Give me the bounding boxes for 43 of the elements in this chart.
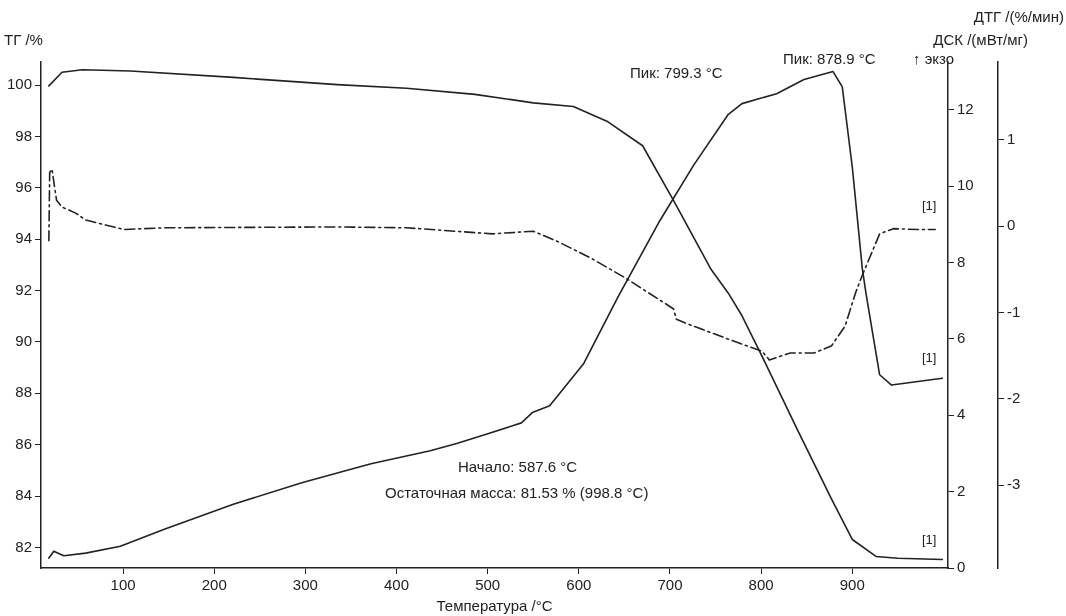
- x-tick-label: 400: [384, 576, 410, 594]
- x-tick-label: 200: [201, 576, 227, 594]
- y2-tick-label: 12: [957, 99, 974, 117]
- y3-tick-label: -1: [1007, 302, 1021, 320]
- y2-tick-label: 0: [957, 558, 966, 576]
- y3-axis-title: ДТГ /(%/мин): [973, 8, 1064, 25]
- annotation: [1]: [922, 198, 937, 213]
- y2-axis-title: ДСК /(мВт/мг): [933, 31, 1028, 48]
- annotation: Остаточная масса: 81.53 % (998.8 °C): [385, 484, 649, 501]
- y2-tick-label: 4: [957, 405, 966, 423]
- y2-tick-label: 2: [957, 481, 966, 499]
- x-tick-label: 100: [110, 576, 136, 594]
- x-tick-label: 600: [566, 576, 592, 594]
- x-axis-title: Температура /°C: [436, 597, 553, 615]
- annotation: Начало: 587.6 °C: [458, 458, 578, 475]
- y3-tick-label: -2: [1007, 388, 1021, 406]
- y-tick-label: 100: [7, 75, 33, 93]
- y-axis-title: ТГ /%: [4, 31, 43, 48]
- y-tick-label: 88: [15, 383, 33, 401]
- y-tick-label: 98: [15, 126, 33, 144]
- y-tick-label: 90: [15, 332, 33, 350]
- y2-tick-label: 10: [957, 176, 974, 194]
- y-tick-label: 94: [15, 229, 33, 247]
- annotation: [1]: [922, 350, 937, 365]
- annotation: Пик: 799.3 °C: [630, 64, 723, 81]
- y-tick-label: 96: [15, 178, 33, 195]
- y-tick-label: 82: [15, 537, 33, 555]
- x-tick-label: 800: [748, 576, 774, 594]
- y2-tick-label: 8: [957, 252, 966, 270]
- x-tick-label: 900: [839, 576, 865, 594]
- y2-tick-label: 6: [957, 329, 966, 347]
- y-tick-label: 86: [15, 434, 33, 452]
- y3-tick-label: -3: [1007, 475, 1021, 493]
- y-tick-label: 92: [15, 280, 33, 298]
- y3-tick-label: 1: [1007, 129, 1016, 147]
- x-tick-label: 300: [292, 576, 318, 594]
- annotation: [1]: [922, 532, 937, 547]
- y-tick-label: 84: [15, 486, 33, 504]
- x-tick-label: 700: [657, 576, 683, 594]
- x-tick-label: 500: [475, 576, 501, 594]
- annotation: ↑ экзо: [913, 50, 955, 67]
- y3-tick-label: 0: [1007, 216, 1016, 234]
- annotation: Пик: 878.9 °C: [783, 50, 876, 67]
